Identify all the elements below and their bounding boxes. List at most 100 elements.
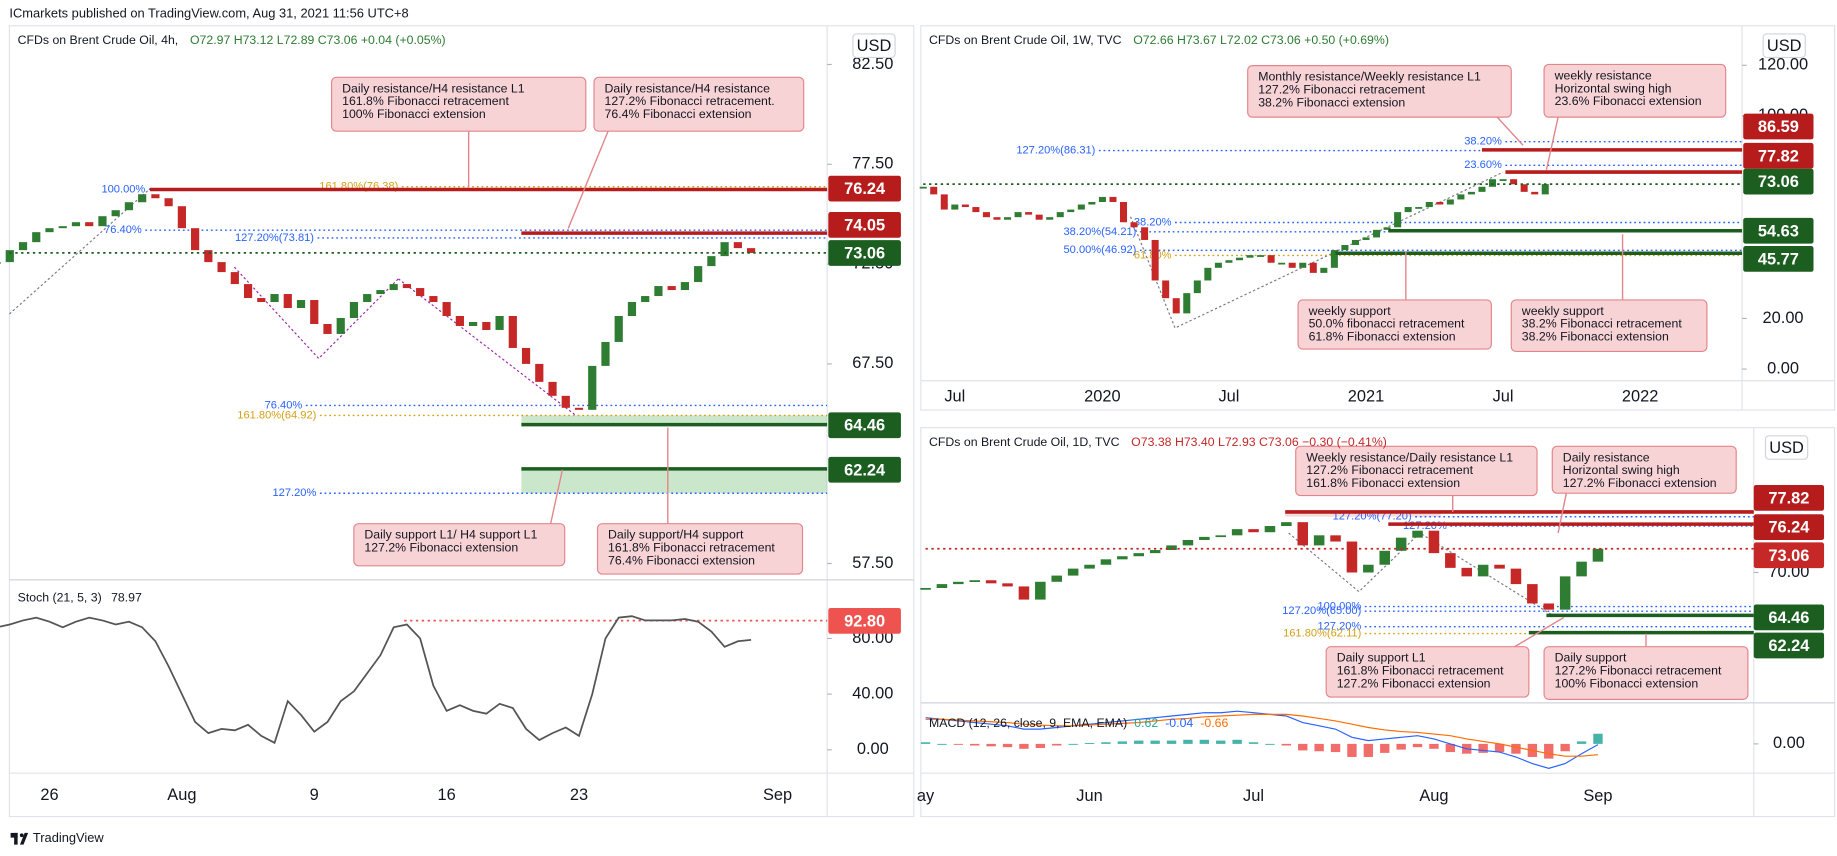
callout-text: 100% Fibonacci extension <box>342 107 486 121</box>
candle <box>45 228 54 233</box>
candle <box>336 317 345 334</box>
callout-text: 127.2% Fibonacci retracement <box>1555 664 1722 678</box>
candle <box>1046 217 1054 220</box>
candle <box>707 256 716 267</box>
candle <box>985 580 997 584</box>
price-label: 45.77 <box>1758 250 1799 268</box>
candle <box>733 242 742 249</box>
histogram-bar <box>1117 741 1128 744</box>
candle <box>18 242 28 251</box>
histogram-bar <box>1199 739 1210 744</box>
histogram-bar <box>1248 742 1259 744</box>
candle <box>1119 201 1128 223</box>
candle <box>98 216 107 227</box>
callout-box <box>1543 63 1727 118</box>
candle <box>961 204 969 208</box>
callout-text: Daily resistance/H4 resistance <box>605 81 771 95</box>
symbol-name: CFDs on Brent Crude Oil, 1D, TVC <box>929 435 1120 449</box>
histogram-bar <box>1183 739 1193 744</box>
candle <box>1330 250 1338 268</box>
candle <box>455 316 464 326</box>
candle <box>1394 212 1402 228</box>
histogram-bar <box>970 743 980 746</box>
fib-label: 38.20%(54.21) <box>1064 226 1137 238</box>
price-label: 62.24 <box>844 461 886 479</box>
candle <box>5 250 14 263</box>
candle <box>694 266 703 283</box>
callout-pointer <box>1557 493 1568 534</box>
x-tick-label: 16 <box>438 786 456 804</box>
callout-text: 127.2% Fibonacci retracement. <box>605 94 775 108</box>
candle <box>982 212 990 218</box>
price-label: 62.24 <box>1768 637 1810 655</box>
callout-box <box>353 523 566 567</box>
panel-frame <box>8 25 915 818</box>
callout-text: 127.2% Fibonacci retracement <box>1258 82 1425 96</box>
histogram-bar <box>1380 743 1390 753</box>
x-tick-label: 2020 <box>1084 387 1120 405</box>
x-tick-label: 2021 <box>1348 387 1384 405</box>
symbol-name: CFDs on Brent Crude Oil, 4h, <box>18 33 179 47</box>
candle <box>1320 267 1328 273</box>
callout-text: 161.8% Fibonacci extension <box>1306 476 1460 490</box>
candle <box>1404 207 1412 213</box>
candle <box>614 316 623 342</box>
candle <box>164 198 173 207</box>
candle <box>1088 201 1096 205</box>
candle <box>217 262 226 273</box>
y-tick-label: 40.00 <box>852 684 893 702</box>
candle <box>1541 184 1549 195</box>
currency-box <box>852 33 896 58</box>
histogram-bar <box>1052 743 1062 746</box>
candle <box>1543 603 1555 610</box>
callout-text: weekly support <box>1521 304 1605 318</box>
candle <box>1499 179 1507 181</box>
candle <box>561 395 570 408</box>
currency-box <box>1764 435 1809 460</box>
callout-text: Horizontal swing high <box>1563 463 1680 477</box>
candle <box>1445 553 1456 568</box>
callout-text: 23.6% Fibonacci extension <box>1555 94 1702 108</box>
candle <box>1215 535 1227 538</box>
histogram-bar <box>1593 733 1603 744</box>
candle <box>1510 568 1522 585</box>
candle <box>535 363 544 382</box>
price-label: 76.24 <box>844 180 886 198</box>
candle <box>1264 526 1276 533</box>
candle <box>1257 255 1265 257</box>
price-label-box <box>828 607 901 634</box>
indicator-line <box>0 615 752 745</box>
y-tick-label: 0.00 <box>1773 734 1805 752</box>
x-tick-label: Aug <box>1419 787 1448 805</box>
fib-label: 23.60% <box>1464 159 1502 171</box>
callout-box <box>1247 65 1512 118</box>
histogram-bar <box>1035 743 1046 748</box>
callout-pointer <box>1545 116 1559 171</box>
candle <box>1489 179 1497 187</box>
y-tick-label: 67.50 <box>852 354 893 372</box>
candle <box>429 296 438 303</box>
candle <box>32 232 41 243</box>
price-label-box <box>1753 484 1825 511</box>
candle <box>720 242 729 257</box>
fib-label: 127.20% <box>273 487 317 499</box>
zone <box>521 415 828 425</box>
logo-part <box>19 833 24 838</box>
histogram-bar <box>1314 743 1324 752</box>
candle <box>641 296 650 303</box>
candle <box>1527 584 1538 604</box>
histogram-bar <box>1544 743 1554 759</box>
candle <box>1246 255 1254 258</box>
symbol-name: CFDs on Brent Crude Oil, 1W, TVC <box>929 33 1122 47</box>
candle <box>204 250 213 263</box>
candle <box>1067 209 1075 213</box>
price-label-box <box>1743 217 1814 244</box>
candle <box>1412 530 1423 538</box>
candle <box>1225 260 1233 263</box>
histogram-bar <box>1265 743 1275 745</box>
candle <box>588 365 597 410</box>
callout-text: Weekly resistance/Daily resistance L1 <box>1306 450 1513 464</box>
callout-pointer <box>567 130 609 229</box>
candle <box>1149 550 1161 554</box>
